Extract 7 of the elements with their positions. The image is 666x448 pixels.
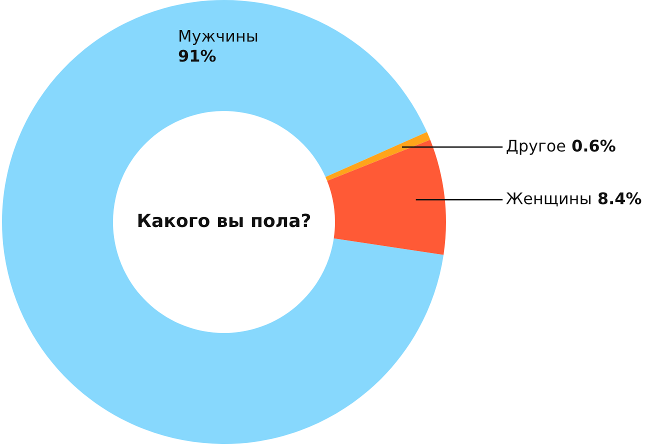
slice-label: Другое: [506, 140, 566, 155]
slice-label: Женщины: [506, 192, 590, 206]
data-label: 91%: [178, 50, 216, 62]
data-label: 8.4%: [598, 192, 642, 204]
slice-label: Мужчины: [180, 30, 258, 45]
text: Какого вы пола?: [138, 214, 310, 228]
data-label: 0.6%: [572, 140, 616, 152]
